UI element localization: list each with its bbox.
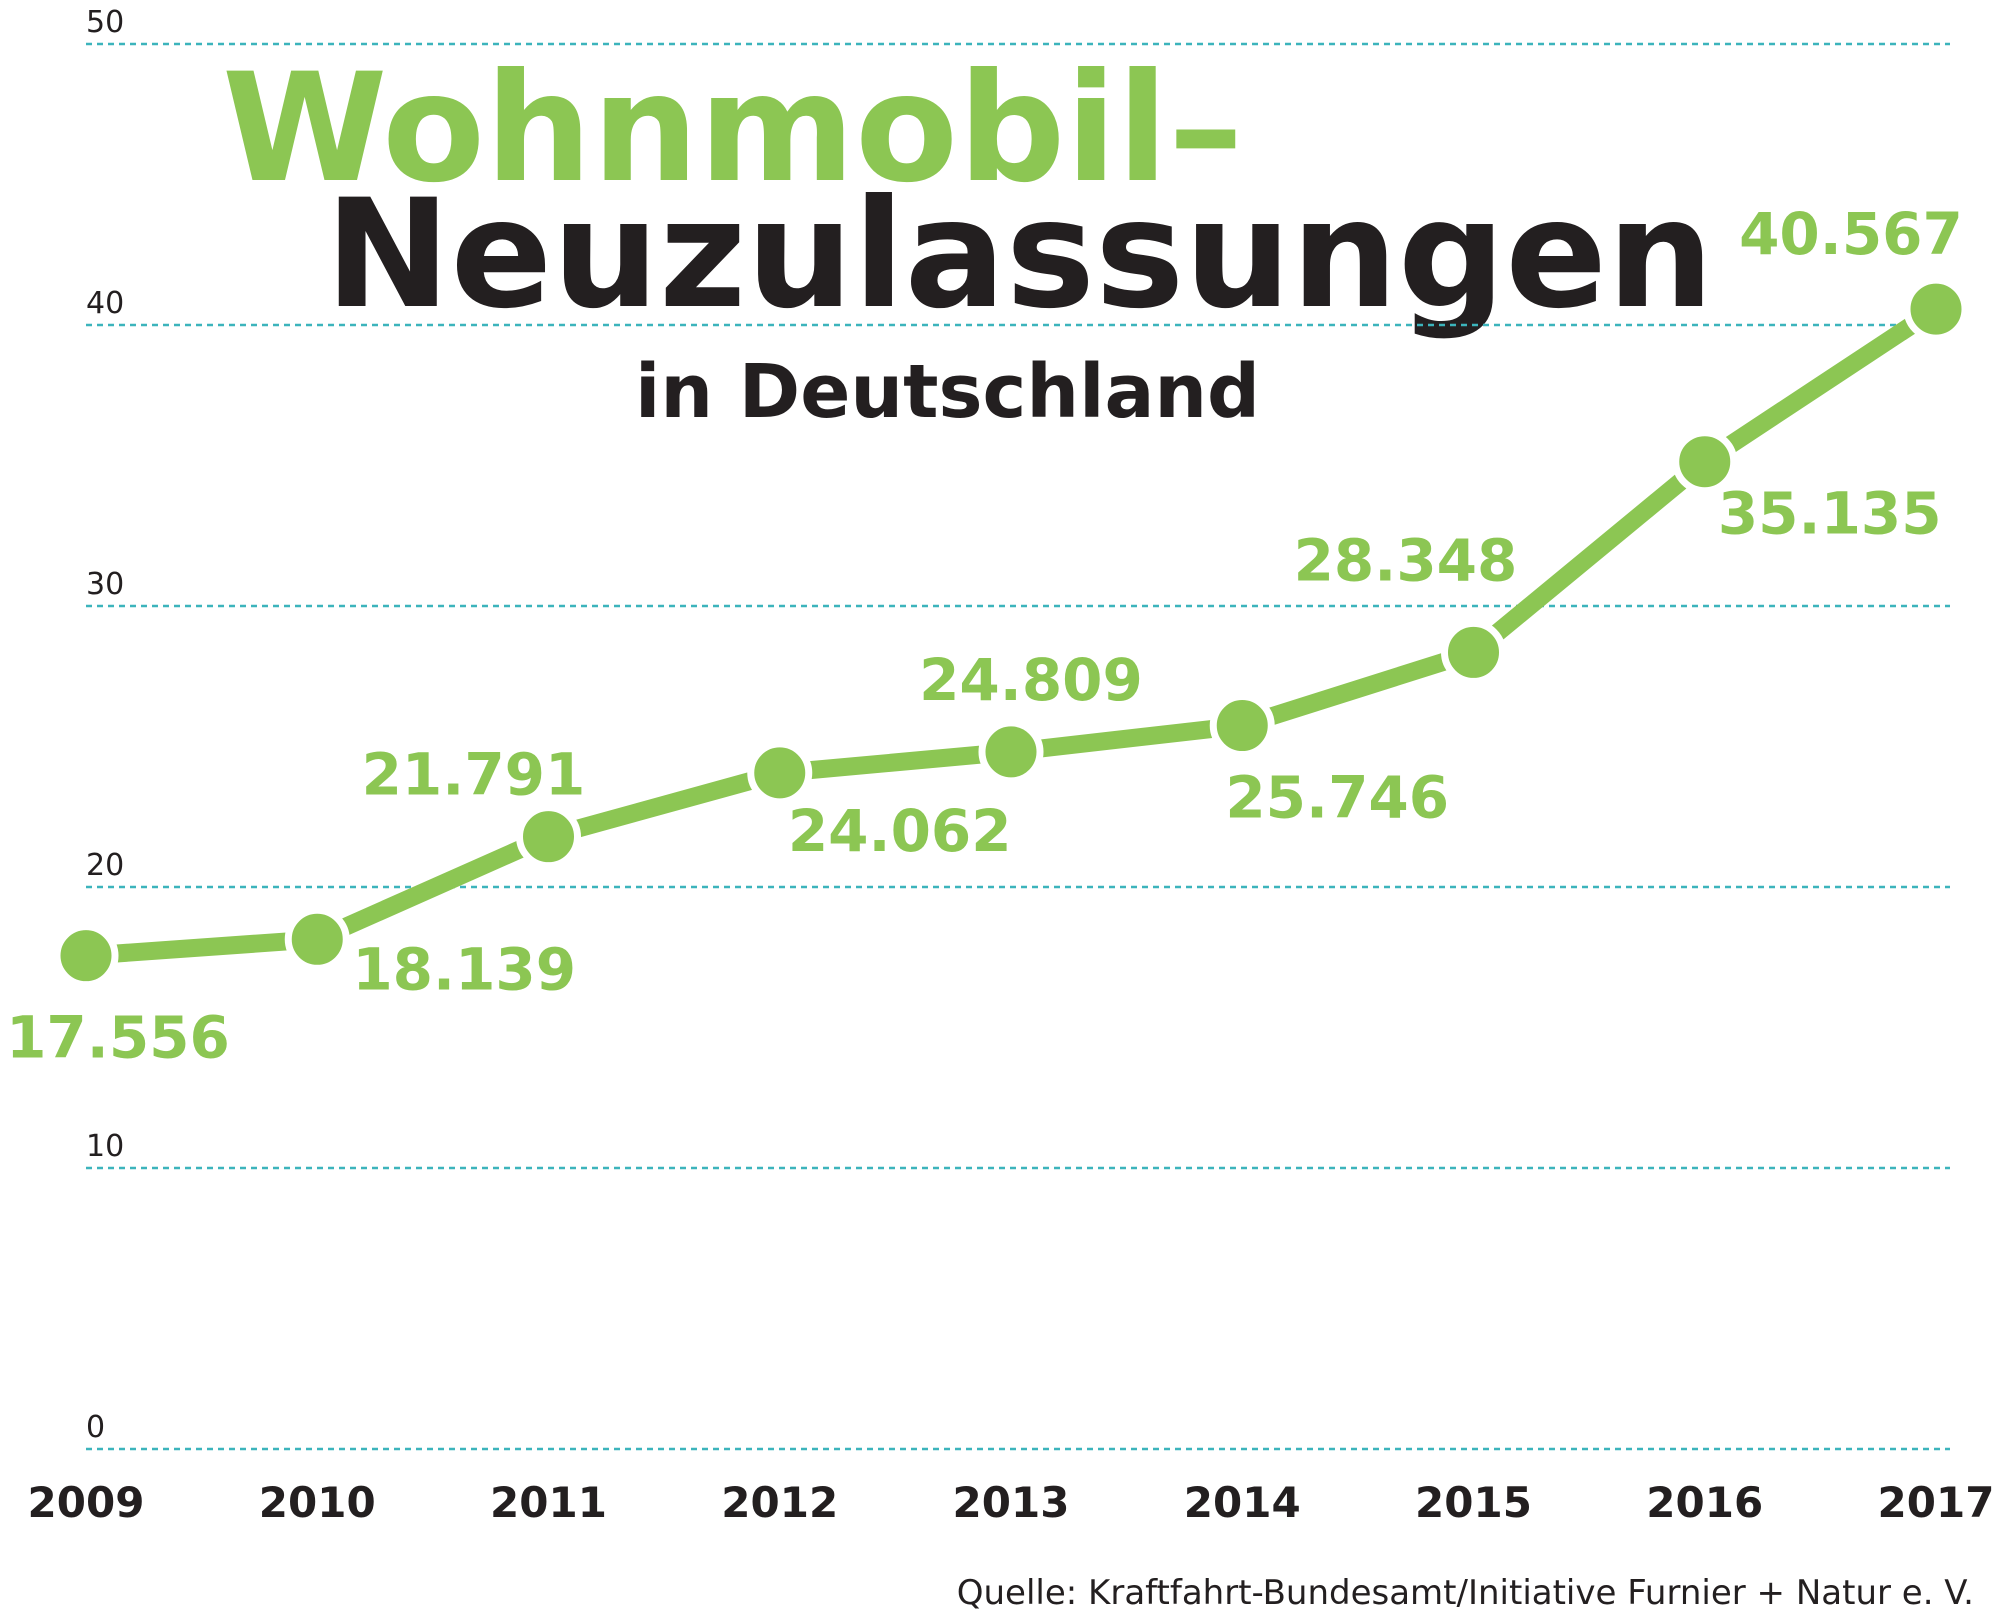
value-label: 28.348 — [1294, 526, 1518, 594]
value-label: 17.556 — [6, 1004, 230, 1072]
x-tick-label: 2012 — [721, 1478, 838, 1527]
y-tick-label: 0 — [86, 1410, 105, 1445]
y-tick-label: 10 — [86, 1129, 124, 1164]
x-tick-label: 2014 — [1184, 1478, 1301, 1527]
x-tick-label: 2010 — [259, 1478, 376, 1527]
point — [1441, 619, 1506, 685]
x-tick-label: 2016 — [1646, 1478, 1763, 1527]
y-tick-label: 20 — [86, 848, 124, 883]
chart-title-line-1: Wohnmobil– — [222, 42, 1243, 216]
source: Quelle: Kraftfahrt-Bundesamt/Initiative … — [957, 1573, 1974, 1613]
chart-subtitle: in Deutschland — [635, 349, 1260, 435]
point — [1672, 429, 1738, 495]
value-label: 25.746 — [1225, 764, 1449, 832]
point — [747, 740, 813, 806]
value-label: 35.135 — [1718, 480, 1942, 548]
chart-title-line-2: Neuzulassungen — [325, 168, 1714, 342]
value-label: 40.567 — [1739, 200, 1963, 268]
point — [978, 719, 1044, 785]
value-label: 24.809 — [919, 646, 1143, 714]
x-tick-label: 2015 — [1415, 1478, 1532, 1527]
x-tick-label: 2013 — [953, 1478, 1070, 1527]
point — [1903, 276, 1969, 342]
x-tick-label: 2009 — [28, 1478, 145, 1527]
value-label: 21.791 — [362, 741, 586, 809]
value-label: 18.139 — [352, 935, 576, 1003]
y-tick-label: 40 — [86, 286, 124, 321]
value-label: 24.062 — [788, 797, 1012, 865]
x-tick-label: 2017 — [1878, 1478, 1995, 1527]
point — [53, 923, 119, 989]
y-tick-label: 50 — [86, 5, 124, 40]
point — [284, 906, 350, 972]
point — [516, 804, 581, 870]
x-tick-label: 2011 — [490, 1478, 607, 1527]
point — [1209, 693, 1275, 759]
y-tick-label: 30 — [86, 567, 124, 602]
